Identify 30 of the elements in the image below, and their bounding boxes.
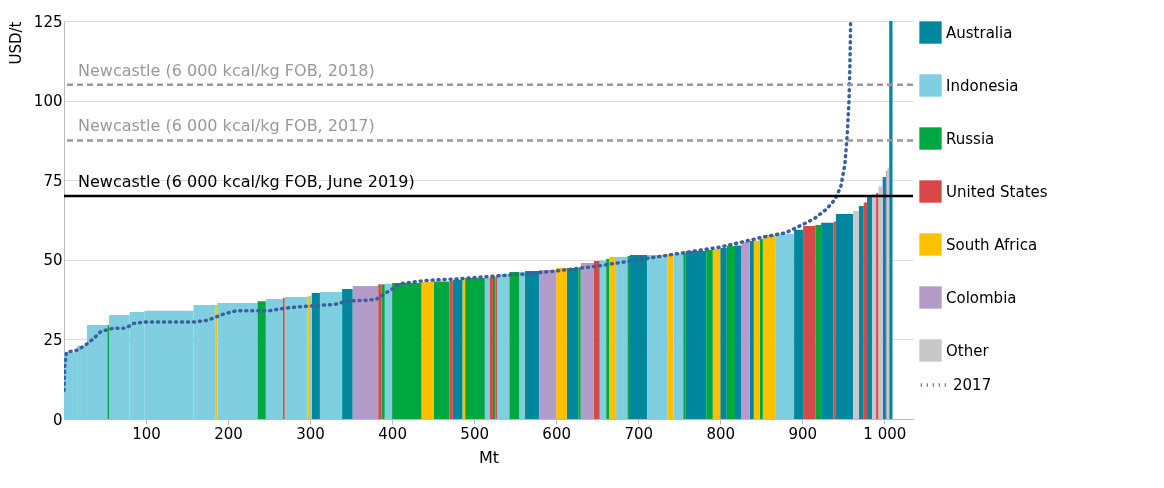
x-tick-label: 700	[624, 424, 654, 443]
x-tick-label: 200	[214, 424, 243, 443]
x-tick-label: 600	[542, 424, 571, 443]
x-tick-label: 300	[296, 424, 325, 443]
x-tick-label: 800	[706, 424, 736, 443]
legend-label: 2017	[953, 376, 992, 394]
ref-line-label: Newcastle (6 000 kcal/kg FOB, 2018)	[78, 60, 375, 80]
x-tick-label: 1 000	[863, 424, 907, 443]
y-tick-label: 25	[43, 330, 63, 349]
y-tick-label: 125	[33, 12, 63, 31]
line-series	[64, 21, 853, 393]
x-tick-label: 100	[132, 424, 161, 443]
y-tick-label: 50	[43, 251, 63, 270]
legend-label: United States	[946, 182, 1048, 201]
legend-label: South Africa	[946, 235, 1038, 254]
legend-label: Australia	[946, 23, 1013, 42]
y-tick-label: 0	[52, 410, 63, 429]
y-tick-label: 75	[43, 171, 63, 190]
ref-line-label: Newcastle (6 000 kcal/kg FOB, June 2019)	[78, 172, 415, 192]
legend-label: Colombia	[946, 288, 1017, 307]
x-axis-title: Mt	[478, 447, 500, 467]
ref-line-label: Newcastle (6 000 kcal/kg FOB, 2017)	[78, 116, 375, 136]
y-axis-title: USD/t	[6, 21, 25, 65]
legend-label: Other	[946, 341, 990, 360]
legend-label: Russia	[946, 129, 995, 148]
x-tick-label: 900	[788, 424, 818, 443]
legend-label: Indonesia	[946, 76, 1019, 95]
x-tick-label: 400	[378, 424, 407, 443]
x-tick-label: 500	[460, 424, 489, 443]
y-tick-label: 100	[33, 92, 63, 111]
